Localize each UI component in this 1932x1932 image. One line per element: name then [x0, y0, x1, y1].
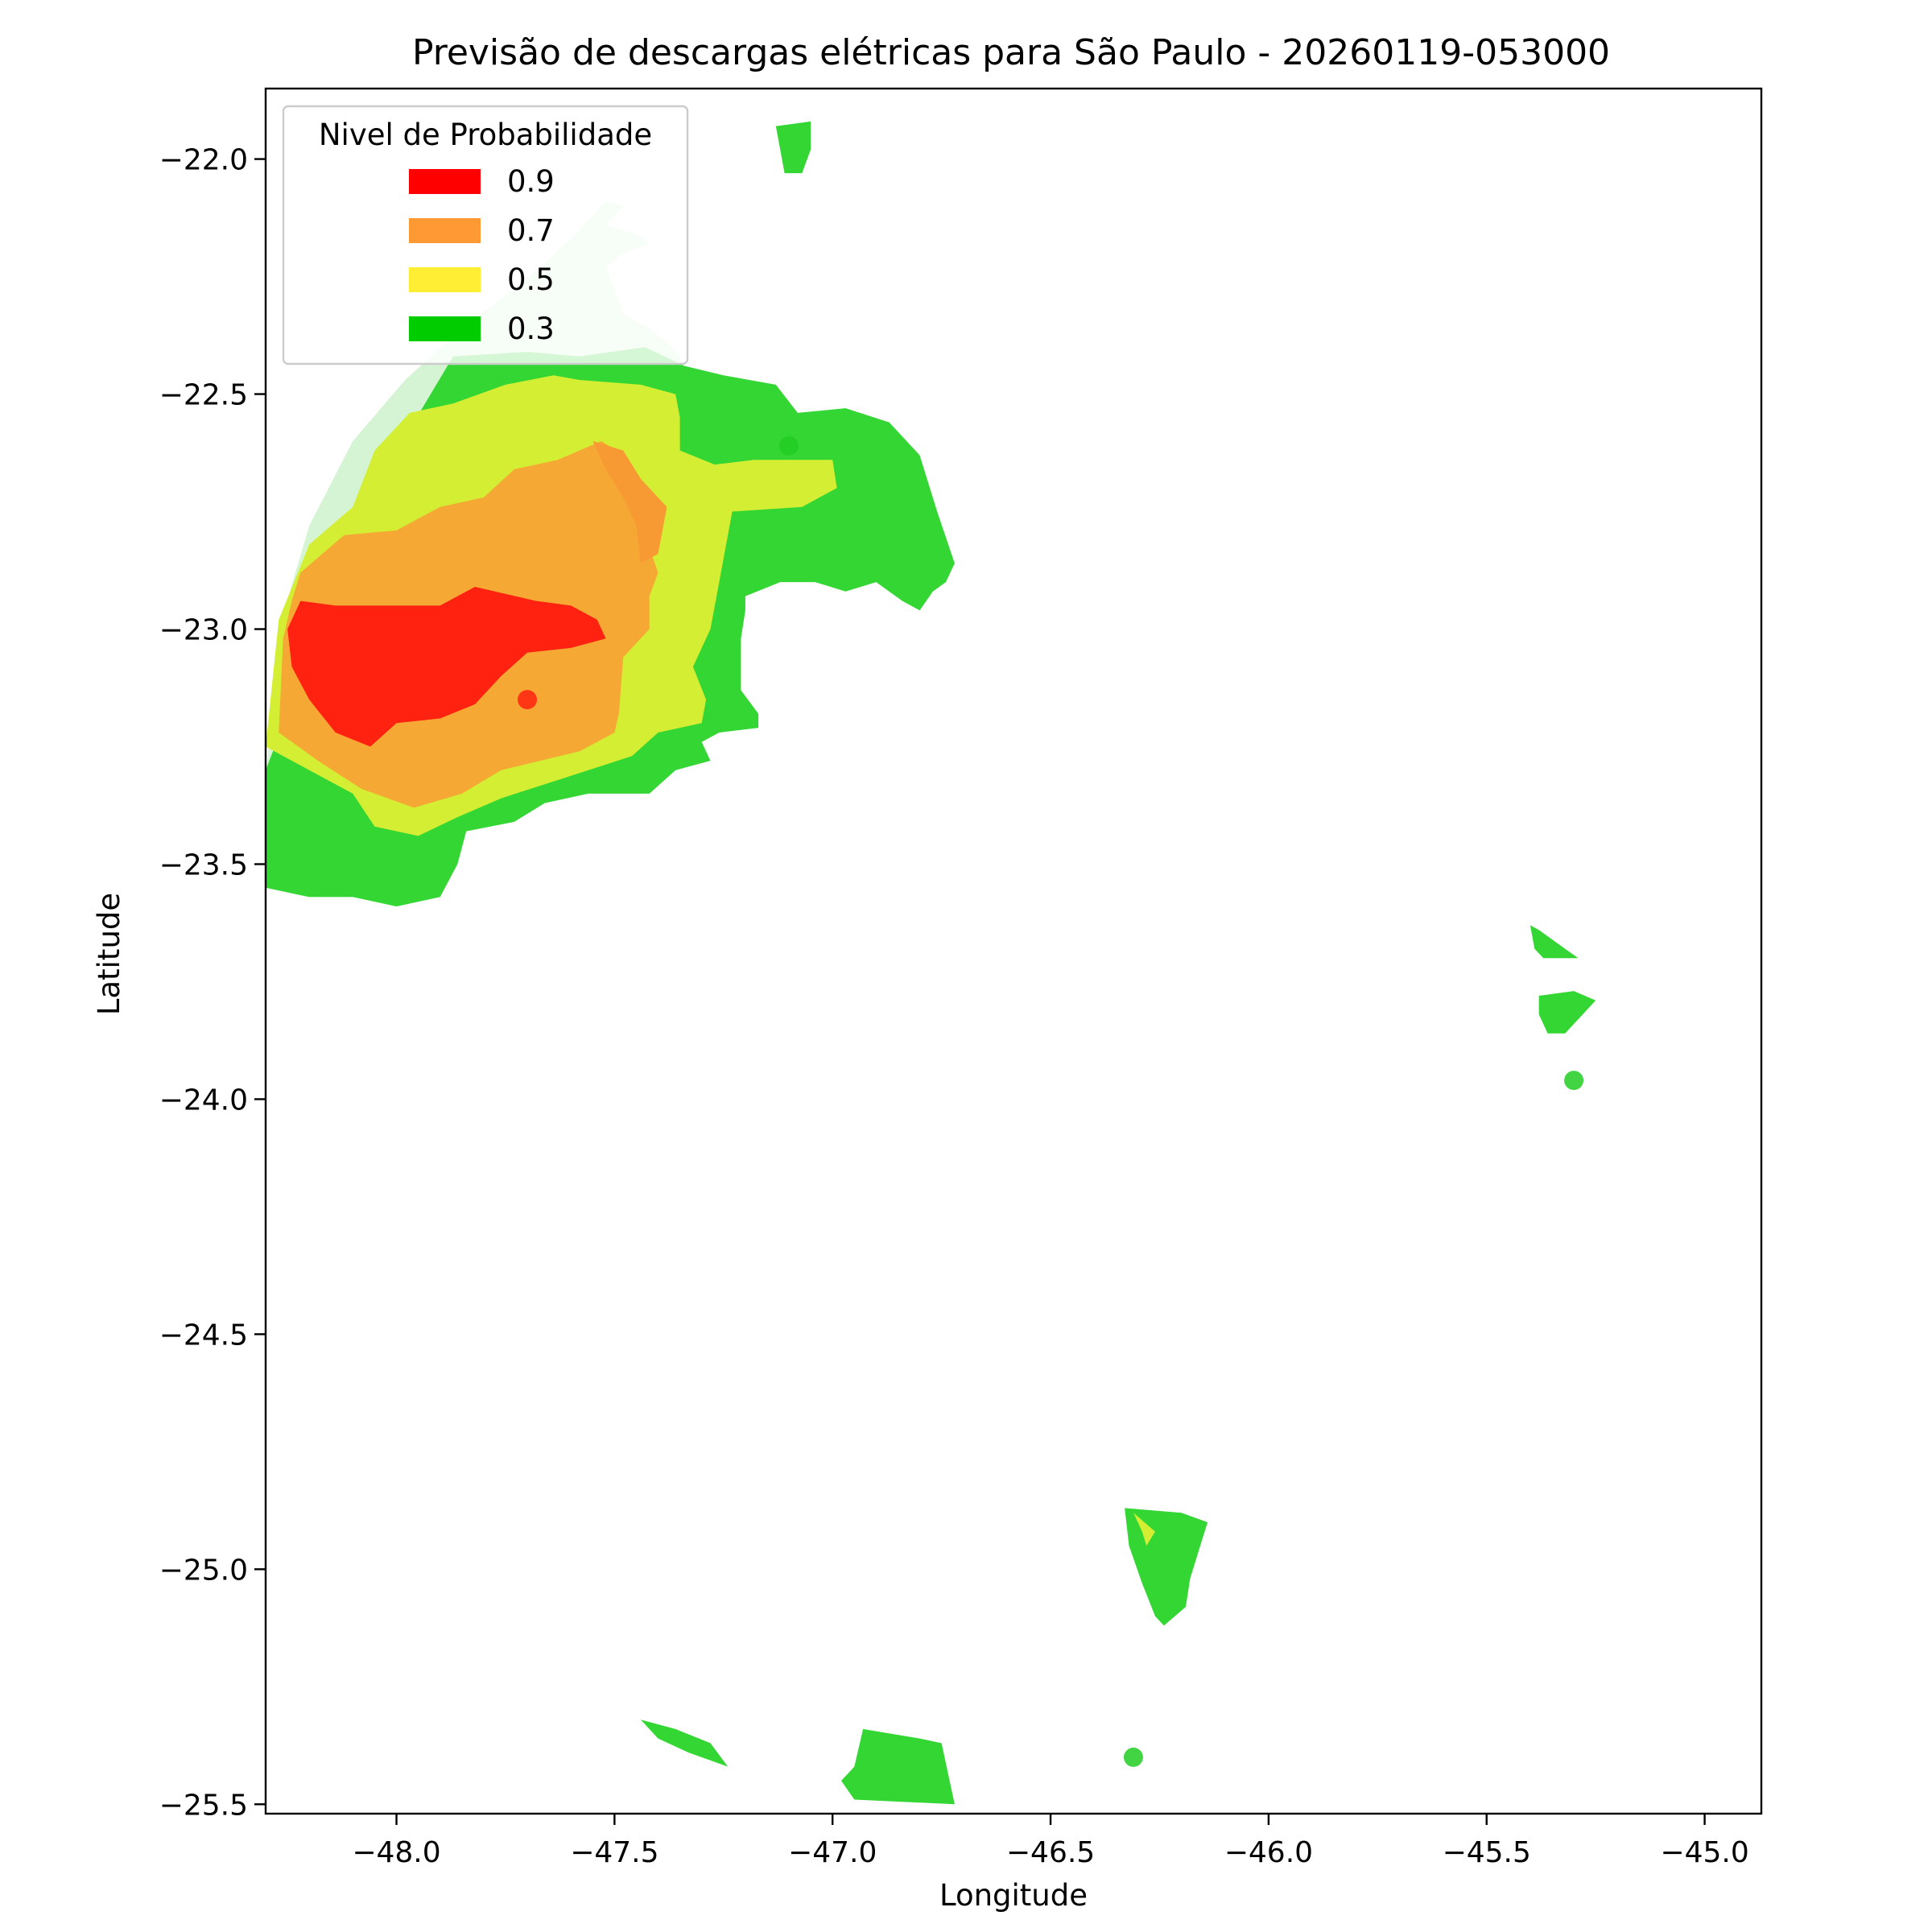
legend-label-1: 0.7	[507, 213, 555, 248]
region-03-6	[775, 121, 811, 174]
x-tick-label: −45.5	[1443, 1836, 1531, 1869]
legend-swatch-0	[409, 169, 481, 194]
discharge-point-3	[1123, 1747, 1143, 1767]
region-03-9	[1125, 1508, 1208, 1626]
region-09-5	[287, 587, 606, 747]
probability-regions	[266, 121, 1596, 1805]
region-03-12	[841, 1728, 955, 1805]
y-tick-label: −23.0	[159, 614, 248, 647]
y-tick-label: −23.5	[159, 848, 248, 881]
legend-label-3: 0.3	[507, 312, 555, 346]
x-tick-label: −46.0	[1224, 1836, 1313, 1869]
region-03-8	[1538, 991, 1596, 1034]
x-axis-title: Longitude	[939, 1878, 1088, 1913]
region-05-10	[1133, 1513, 1155, 1546]
y-tick-label: −25.0	[159, 1554, 248, 1587]
y-tick-label: −24.0	[159, 1084, 248, 1117]
x-tick-label: −48.0	[352, 1836, 440, 1869]
legend-label-0: 0.9	[507, 164, 555, 199]
x-tick-label: −45.0	[1660, 1836, 1748, 1869]
lightning-points	[518, 436, 1584, 1767]
region-03-7	[1530, 925, 1579, 959]
y-tick-label: −22.5	[159, 379, 248, 412]
y-tick-label: −25.5	[159, 1789, 248, 1822]
x-tick-label: −47.5	[570, 1836, 658, 1869]
legend: Nivel de Probabilidade 0.9 0.7 0.5 0.3	[282, 105, 689, 365]
y-axis: −22.0 −22.5 −23.0 −23.5 −24.0 −24.5 −25.0 −25.5	[159, 144, 266, 1822]
discharge-point-2	[1564, 1071, 1584, 1091]
legend-title: Nivel de Probabilidade	[319, 118, 652, 152]
y-tick-label: −22.0	[159, 144, 248, 177]
region-08-4	[592, 440, 667, 564]
discharge-point-1	[779, 436, 799, 456]
discharge-point-0	[518, 690, 538, 710]
legend-entries: 0.9 0.7 0.5 0.3	[409, 164, 555, 346]
y-axis-title: Latitude	[92, 893, 126, 1015]
x-tick-label: −47.0	[788, 1836, 877, 1869]
plot-frame	[264, 87, 1763, 1815]
legend-swatch-3	[409, 316, 481, 341]
legend-swatch-2	[409, 267, 481, 292]
x-axis: −48.0 −47.5 −47.0 −46.5 −46.0 −45.5 −45.0	[352, 1814, 1749, 1869]
legend-label-2: 0.5	[507, 262, 555, 297]
x-tick-label: −46.5	[1006, 1836, 1095, 1869]
region-03-11	[640, 1719, 729, 1767]
legend-swatch-1	[409, 218, 481, 243]
legend-box	[282, 105, 689, 365]
y-tick-label: −24.5	[159, 1319, 248, 1352]
chart-title: Previsão de descargas elétricas para São…	[412, 32, 1610, 73]
